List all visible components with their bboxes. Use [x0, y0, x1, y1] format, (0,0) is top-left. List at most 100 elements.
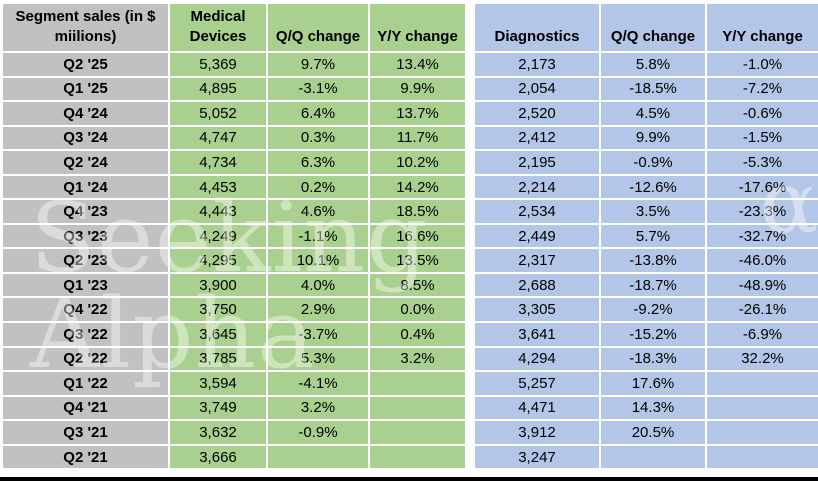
md-qq-cell: 5.3%	[268, 347, 368, 371]
column-spacer	[467, 77, 473, 101]
md-sales-cell: 3,785	[170, 347, 266, 371]
quarter-cell: Q4 '22	[3, 298, 168, 322]
dx-qq-cell: 3.5%	[601, 200, 705, 223]
column-spacer	[467, 200, 473, 223]
dx-yy-cell	[707, 372, 818, 395]
dx-sales-cell: 2,449	[475, 224, 599, 248]
dx-sales-cell: 4,471	[475, 396, 599, 420]
md-sales-cell: 4,295	[170, 249, 266, 272]
md-sales-cell: 4,249	[170, 224, 266, 248]
dx-yy-cell: -6.9%	[707, 323, 818, 346]
md-qq-cell: -1.1%	[268, 224, 368, 248]
dx-qq-cell: -18.5%	[601, 77, 705, 101]
column-spacer	[467, 102, 473, 125]
dx-qq-cell: -18.7%	[601, 273, 705, 297]
column-spacer	[467, 4, 473, 51]
quarter-cell: Q2 '25	[3, 53, 168, 76]
header-diagnostics: Diagnostics	[475, 4, 599, 51]
md-qq-cell: -3.1%	[268, 77, 368, 101]
dx-yy-cell: 32.2%	[707, 347, 818, 371]
header-medical-devices: Medical Devices	[170, 4, 266, 51]
column-spacer	[467, 249, 473, 272]
quarter-cell: Q2 '22	[3, 347, 168, 371]
dx-sales-cell: 2,412	[475, 126, 599, 150]
dx-sales-cell: 2,688	[475, 273, 599, 297]
corner-header: Segment sales (in $ miilions)	[3, 4, 168, 51]
dx-qq-cell: -15.2%	[601, 323, 705, 346]
dx-qq-cell: 20.5%	[601, 421, 705, 444]
column-spacer	[467, 396, 473, 420]
quarter-cell: Q4 '24	[3, 102, 168, 125]
md-sales-cell: 4,734	[170, 151, 266, 174]
dx-qq-cell: -9.2%	[601, 298, 705, 322]
md-qq-cell: -4.1%	[268, 372, 368, 395]
dx-yy-cell: -23.3%	[707, 200, 818, 223]
md-sales-cell: 3,750	[170, 298, 266, 322]
md-yy-cell: 0.0%	[370, 298, 465, 322]
md-qq-cell: 6.3%	[268, 151, 368, 174]
quarter-cell: Q2 '24	[3, 151, 168, 174]
md-qq-cell: 2.9%	[268, 298, 368, 322]
dx-yy-cell: -17.6%	[707, 175, 818, 199]
column-spacer	[467, 126, 473, 150]
dx-sales-cell: 2,195	[475, 151, 599, 174]
quarter-cell: Q1 '23	[3, 273, 168, 297]
dx-yy-cell: -48.9%	[707, 273, 818, 297]
dx-sales-cell: 2,520	[475, 102, 599, 125]
quarter-cell: Q3 '21	[3, 421, 168, 444]
md-qq-cell: 0.2%	[268, 175, 368, 199]
dx-qq-cell: -13.8%	[601, 249, 705, 272]
md-yy-cell: 13.5%	[370, 249, 465, 272]
md-sales-cell: 5,369	[170, 53, 266, 76]
md-qq-cell: 6.4%	[268, 102, 368, 125]
md-yy-cell: 11.7%	[370, 126, 465, 150]
dx-sales-cell: 4,294	[475, 347, 599, 371]
column-spacer	[467, 421, 473, 444]
md-yy-cell: 16.6%	[370, 224, 465, 248]
column-spacer	[467, 372, 473, 395]
md-yy-cell	[370, 445, 465, 469]
dx-sales-cell: 3,912	[475, 421, 599, 444]
header-dx-yy-change: Y/Y change	[707, 4, 818, 51]
quarter-cell: Q3 '24	[3, 126, 168, 150]
column-spacer	[467, 347, 473, 371]
md-qq-cell: -0.9%	[268, 421, 368, 444]
dx-sales-cell: 5,257	[475, 372, 599, 395]
md-yy-cell: 13.7%	[370, 102, 465, 125]
dx-qq-cell: 5.7%	[601, 224, 705, 248]
md-yy-cell: 3.2%	[370, 347, 465, 371]
quarter-cell: Q1 '22	[3, 372, 168, 395]
header-dx-qq-change: Q/Q change	[601, 4, 705, 51]
dx-sales-cell: 3,305	[475, 298, 599, 322]
md-sales-cell: 4,443	[170, 200, 266, 223]
dx-sales-cell: 3,641	[475, 323, 599, 346]
md-sales-cell: 3,900	[170, 273, 266, 297]
dx-sales-cell: 3,247	[475, 445, 599, 469]
dx-yy-cell: -7.2%	[707, 77, 818, 101]
quarter-cell: Q4 '21	[3, 396, 168, 420]
column-spacer	[467, 445, 473, 469]
quarter-cell: Q2 '23	[3, 249, 168, 272]
md-sales-cell: 5,052	[170, 102, 266, 125]
dx-qq-cell: 14.3%	[601, 396, 705, 420]
dx-yy-cell	[707, 421, 818, 444]
quarter-cell: Q1 '24	[3, 175, 168, 199]
md-qq-cell: 0.3%	[268, 126, 368, 150]
dx-yy-cell: -5.3%	[707, 151, 818, 174]
md-sales-cell: 3,749	[170, 396, 266, 420]
dx-qq-cell	[601, 445, 705, 469]
dx-qq-cell: 17.6%	[601, 372, 705, 395]
bottom-border-bar	[0, 477, 818, 481]
dx-sales-cell: 2,173	[475, 53, 599, 76]
dx-sales-cell: 2,317	[475, 249, 599, 272]
md-qq-cell: 3.2%	[268, 396, 368, 420]
dx-sales-cell: 2,054	[475, 77, 599, 101]
md-yy-cell: 18.5%	[370, 200, 465, 223]
md-yy-cell: 0.4%	[370, 323, 465, 346]
dx-qq-cell: -0.9%	[601, 151, 705, 174]
header-md-yy-change: Y/Y change	[370, 4, 465, 51]
dx-yy-cell: -1.5%	[707, 126, 818, 150]
dx-qq-cell: 9.9%	[601, 126, 705, 150]
dx-yy-cell	[707, 396, 818, 420]
md-qq-cell	[268, 445, 368, 469]
